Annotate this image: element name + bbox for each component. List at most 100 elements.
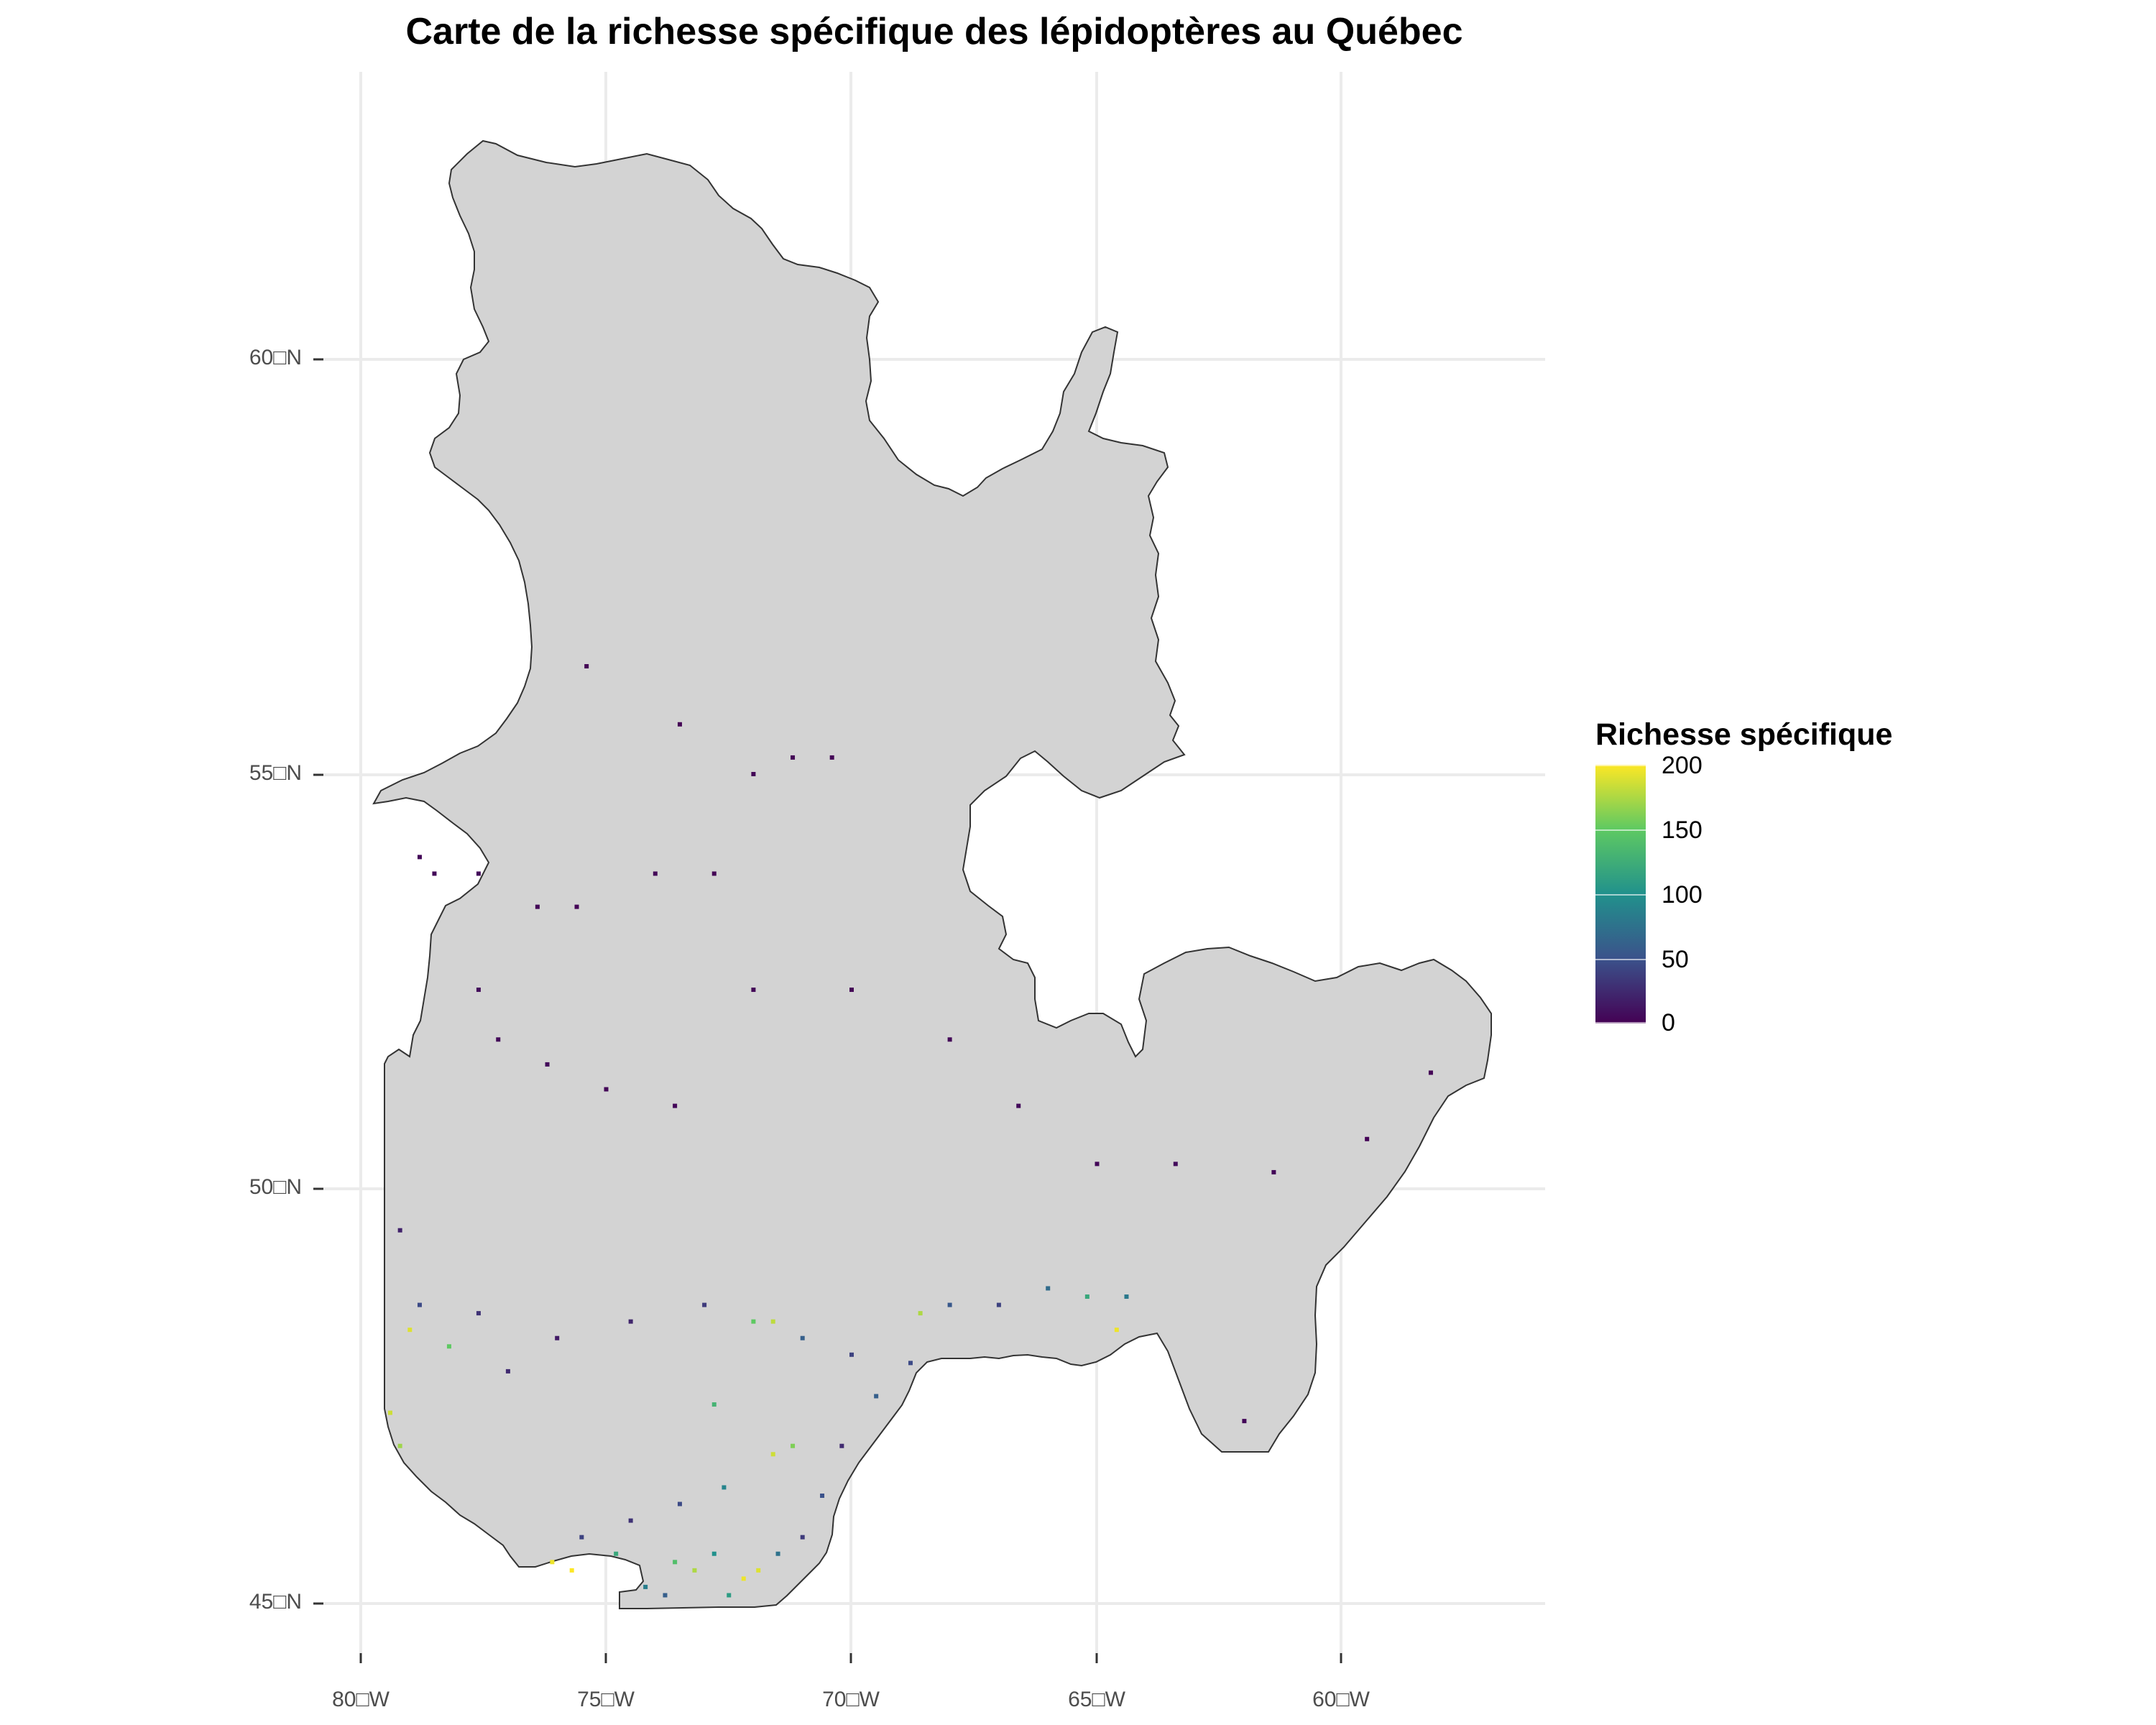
richness-cell <box>550 1560 555 1565</box>
richness-cell <box>1046 1286 1051 1291</box>
richness-cell <box>407 1328 413 1333</box>
richness-cell <box>628 1518 633 1523</box>
legend-tick-mark <box>1595 894 1646 896</box>
richness-cell <box>722 1485 727 1490</box>
richness-cell <box>653 871 658 876</box>
richness-cell <box>579 1535 584 1540</box>
richness-cell <box>727 1593 732 1598</box>
richness-cell <box>791 755 796 760</box>
richness-cell <box>397 1443 402 1448</box>
legend-title: Richesse spécifique <box>1595 717 1893 752</box>
richness-cell <box>1271 1169 1276 1174</box>
lat-tick-label-45n: 45□N <box>249 1590 302 1614</box>
richness-cell <box>791 1443 796 1448</box>
richness-cell <box>751 1319 756 1324</box>
richness-cell <box>614 1551 619 1556</box>
richness-cell <box>711 871 717 876</box>
richness-cell <box>849 1352 854 1357</box>
lon-tick-label-70w: 70□W <box>822 1688 880 1711</box>
richness-cell <box>829 755 834 760</box>
richness-cell <box>711 1402 717 1407</box>
richness-cell <box>446 1344 451 1349</box>
richness-cell <box>741 1576 746 1581</box>
richness-cell <box>800 1335 805 1340</box>
richness-cell <box>397 1228 402 1233</box>
richness-cell <box>1242 1419 1247 1424</box>
richness-cell <box>432 871 437 876</box>
richness-cell <box>569 1568 574 1573</box>
richness-cells-layer <box>387 663 1433 1598</box>
legend-tick-mark <box>1595 765 1646 766</box>
richness-cell <box>820 1493 825 1498</box>
richness-cell <box>1095 1162 1100 1167</box>
richness-cell <box>555 1335 560 1340</box>
map-title: Carte de la richesse spécifique des lépi… <box>405 11 1463 52</box>
richness-cell <box>996 1302 1001 1307</box>
richness-cell <box>839 1443 844 1448</box>
lat-tick-label-55n: 55□N <box>249 761 302 785</box>
richness-cell <box>673 1103 678 1108</box>
richness-cell <box>770 1319 775 1324</box>
legend-tick-mark <box>1595 1022 1646 1024</box>
richness-cell <box>476 871 481 876</box>
richness-cell <box>496 1037 501 1042</box>
quebec-landmass <box>372 139 1492 1609</box>
richness-cell <box>476 988 481 993</box>
richness-cell <box>775 1551 780 1556</box>
richness-cell <box>545 1062 550 1067</box>
richness-cell <box>874 1394 879 1399</box>
lon-tick-label-80w: 80□W <box>332 1688 390 1711</box>
richness-cell <box>1173 1162 1178 1167</box>
richness-cell <box>908 1361 913 1366</box>
richness-cell <box>663 1593 668 1598</box>
richness-cell <box>1016 1103 1021 1108</box>
richness-cell <box>756 1568 761 1573</box>
richness-cell <box>604 1087 609 1092</box>
lat-tick-label-50n: 50□N <box>249 1175 302 1199</box>
richness-cell <box>1124 1294 1129 1300</box>
richness-cell <box>1114 1328 1119 1333</box>
richness-cell <box>677 1501 682 1506</box>
legend-tick-mark <box>1595 829 1646 831</box>
richness-cell <box>476 1311 481 1316</box>
richness-cell <box>692 1568 697 1573</box>
axis-ticks <box>313 358 1342 1663</box>
richness-cell <box>535 904 540 909</box>
richness-cell <box>918 1311 923 1316</box>
legend-label-150: 150 <box>1662 816 1703 844</box>
lon-tick-label-75w: 75□W <box>577 1688 635 1711</box>
richness-cell <box>677 722 682 727</box>
richness-cell <box>1084 1294 1089 1300</box>
legend-colorbar <box>1595 765 1646 1024</box>
richness-cell <box>800 1535 805 1540</box>
richness-cell <box>947 1037 952 1042</box>
richness-cell <box>574 904 579 909</box>
richness-cell <box>702 1302 707 1307</box>
richness-cell <box>417 1302 422 1307</box>
richness-cell <box>387 1410 392 1415</box>
richness-cell <box>505 1368 510 1374</box>
richness-cell <box>673 1560 678 1565</box>
richness-cell <box>628 1319 633 1324</box>
richness-cell <box>849 988 854 993</box>
richness-cell <box>417 855 422 860</box>
lon-tick-label-65w: 65□W <box>1068 1688 1125 1711</box>
richness-cell <box>1428 1070 1433 1075</box>
richness-cell <box>751 988 756 993</box>
richness-cell <box>643 1584 648 1589</box>
richness-cell <box>947 1302 952 1307</box>
legend: Richesse spécifique 200 150 100 50 0 <box>1595 717 1893 1036</box>
richness-cell <box>751 772 756 776</box>
richness-cell <box>770 1452 775 1457</box>
lon-tick-label-60w: 60□W <box>1312 1688 1370 1711</box>
legend-label-50: 50 <box>1662 946 1689 973</box>
legend-label-0: 0 <box>1662 1009 1675 1036</box>
legend-label-200: 200 <box>1662 752 1703 779</box>
lat-tick-label-60n: 60□N <box>249 346 302 369</box>
richness-cell <box>1365 1136 1370 1141</box>
legend-tick-mark <box>1595 959 1646 960</box>
richness-cell <box>711 1551 717 1556</box>
richness-cell <box>584 663 589 668</box>
legend-label-100: 100 <box>1662 881 1703 908</box>
